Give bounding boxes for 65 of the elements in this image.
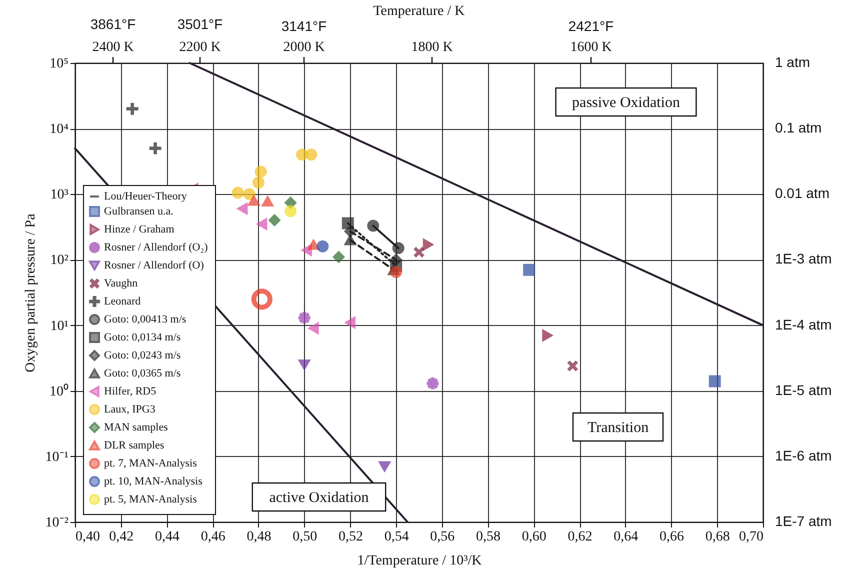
x-tick-label: 0,64: [614, 530, 638, 544]
y-tick-label: 10²: [50, 253, 68, 268]
text: 1E-3 atm: [775, 250, 832, 267]
text: 1E-4 atm: [775, 316, 832, 332]
annotation: Transition: [587, 420, 650, 436]
x-tick-label: 0,60: [522, 530, 546, 544]
text: 0.1 atm: [775, 120, 822, 136]
x-tick-label: 0,40: [76, 530, 100, 544]
legend-label: MAN samples: [104, 422, 168, 434]
legend-label: Hinze / Graham: [104, 224, 175, 236]
y-tick-label: 10⁵: [50, 56, 69, 72]
text: 2400 K: [92, 40, 134, 55]
x-axis-title: 1/Temperature / 10³/K: [357, 554, 482, 568]
legend-label: Rosner / Allendorf (O₂): [104, 242, 208, 254]
text: 3501°F: [177, 16, 223, 32]
x-tick-label: 0,56: [430, 530, 455, 544]
y-tick-label: 10⁴: [50, 122, 69, 138]
text: 1800 K: [411, 40, 453, 55]
legend-label: Goto: 0,00413 m/s: [104, 314, 186, 326]
legend-label: pt. 10, MAN-Analysis: [104, 476, 202, 488]
text: 2421°F: [568, 18, 614, 34]
legend-label: Goto: 0,0243 m/s: [104, 350, 181, 362]
x-tick-label: 0,62: [568, 530, 592, 544]
legend-label: Vaughn: [104, 278, 138, 290]
y-tick-label: 10¹: [50, 318, 68, 334]
annotation: passive Oxidation: [572, 95, 680, 111]
y-tick-label: 10⁻¹: [45, 450, 68, 465]
text: 2000 K: [283, 40, 325, 55]
legend-label: pt. 5, MAN-Analysis: [104, 494, 197, 506]
x-tick-label: 0,48: [246, 530, 272, 544]
x-tick-label: 0,66: [660, 530, 684, 544]
text: 1E-6 atm: [775, 447, 832, 464]
text: 1E-5 atm: [775, 382, 832, 398]
legend-label: Goto: 0,0134 m/s: [104, 332, 181, 344]
x-tick-label: 0,42: [109, 530, 134, 544]
x2-axis-title: Temperature / K: [373, 4, 465, 19]
x-tick-label: 0,70: [739, 530, 764, 544]
x-tick-label: 0,50: [292, 530, 318, 544]
x-tick-label: 0,68: [705, 530, 730, 544]
legend-label: Rosner / Allendorf (O): [104, 260, 204, 272]
text: 1600 K: [570, 40, 612, 55]
legend-label: Goto: 0,0365 m/s: [104, 368, 181, 380]
text: 1E-7 atm: [775, 513, 832, 529]
legend-label: Leonard: [104, 296, 142, 308]
legend-label: Hilfer, RD5: [104, 386, 157, 398]
legend-label: Laux, IPG3: [104, 404, 156, 416]
annotation: active Oxidation: [269, 490, 370, 506]
text: 2200 K: [179, 40, 221, 55]
y-tick-label: 10⁻²: [45, 516, 68, 530]
legend-label: Gulbransen u.a.: [104, 206, 174, 218]
x-tick-label: 0,46: [200, 530, 226, 544]
y-tick-label: 10⁰: [50, 383, 68, 400]
x-tick-label: 0,52: [338, 530, 363, 544]
x-tick-label: 0,54: [384, 530, 409, 544]
text: 3861°F: [90, 16, 136, 32]
x-tick-label: 0,58: [476, 530, 501, 544]
x-tick-label: 0,44: [154, 530, 180, 544]
legend-label: Lou/Heuer-Theory: [104, 190, 188, 202]
legend-label: DLR samples: [104, 440, 164, 452]
text: 3141°F: [281, 18, 327, 34]
text: 1 atm: [775, 54, 810, 70]
y-axis-title: Oxygen partial pressure / Pa: [23, 212, 38, 372]
legend-label: pt. 7, MAN-Analysis: [104, 458, 197, 470]
text: 0.01 atm: [775, 185, 830, 202]
y-tick-label: 10³: [50, 188, 68, 203]
